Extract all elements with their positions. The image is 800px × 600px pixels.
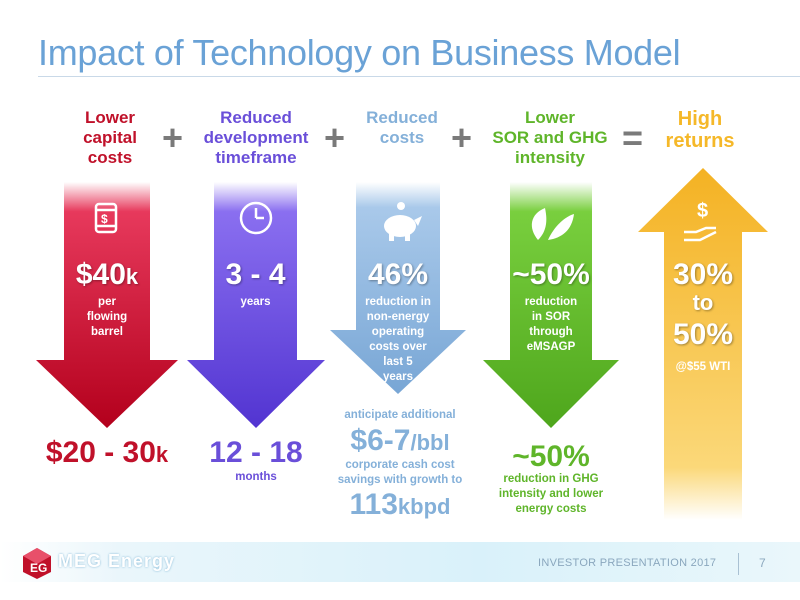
plus-operator-1: +	[162, 117, 184, 158]
piggy-bank-icon	[384, 202, 422, 241]
returns-sub: @$55 WTI	[675, 361, 731, 373]
page-number: 7	[759, 556, 766, 570]
cost-reduction-value: 46%	[367, 258, 429, 291]
footer-logo-text: MEG Energy	[58, 551, 176, 571]
timeframe-target: 12 - 18	[209, 436, 303, 469]
footer-band	[0, 542, 800, 582]
capital-cost-target: $20 - 30k	[45, 436, 169, 469]
footer-presentation: INVESTOR PRESENTATION 2017	[538, 557, 717, 569]
returns-to: to	[692, 290, 714, 315]
svg-text:$: $	[101, 212, 108, 226]
cost-savings-pre: anticipate additional	[344, 409, 456, 421]
heading-sor-ghg: Lower SOR and GHG intensity	[492, 108, 608, 167]
svg-text:EG: EG	[30, 561, 47, 575]
blue-down-arrow	[330, 182, 466, 394]
footer-divider	[738, 553, 739, 575]
cost-savings-sub: corporate cash cost savings with growth …	[337, 459, 463, 486]
cost-savings-value: $6-7/bbl	[350, 424, 450, 457]
meg-logo-icon: EG	[23, 548, 51, 579]
heading-development-timeframe: Reduced development timeframe	[203, 108, 309, 167]
heading-high-returns: High returns	[665, 108, 735, 152]
timeframe-target-sub: months	[235, 471, 277, 483]
equals-operator: =	[622, 117, 644, 158]
cost-reduction-sub: reduction in non-energy operating costs …	[365, 296, 431, 383]
hand-dollar-icon: $	[684, 200, 717, 242]
capital-cost-sub: per flowing barrel	[86, 296, 128, 338]
svg-text:$: $	[697, 200, 708, 222]
red-down-arrow	[36, 182, 178, 428]
ghg-target-sub: reduction in GHG intensity and lower ene…	[498, 473, 604, 515]
page-title: Impact of Technology on Business Model	[38, 32, 681, 73]
heading-reduced-costs: Reduced costs	[366, 108, 438, 147]
capital-cost-value: $40k	[75, 258, 139, 291]
production-target: 113kbpd	[349, 488, 451, 521]
sor-value: ~50%	[512, 258, 590, 291]
sor-sub: reduction in SOR through eMSAGP	[524, 296, 578, 353]
yellow-up-arrow	[638, 168, 768, 520]
timeframe-value: 3 - 4	[225, 258, 286, 291]
green-down-arrow	[483, 182, 619, 428]
clock-icon	[239, 201, 273, 235]
returns-high: 50%	[672, 318, 734, 351]
heading-capital-costs: Lower capital costs	[83, 108, 137, 167]
plus-operator-3: +	[451, 117, 473, 158]
plus-operator-2: +	[324, 117, 346, 158]
oil-barrel-dollar-icon: $	[94, 202, 118, 234]
title-rule	[38, 76, 800, 77]
returns-low: 30%	[672, 258, 734, 291]
leaves-icon	[531, 208, 574, 240]
timeframe-sub: years	[240, 296, 271, 308]
ghg-target: ~50%	[512, 440, 590, 473]
purple-down-arrow	[187, 182, 325, 428]
